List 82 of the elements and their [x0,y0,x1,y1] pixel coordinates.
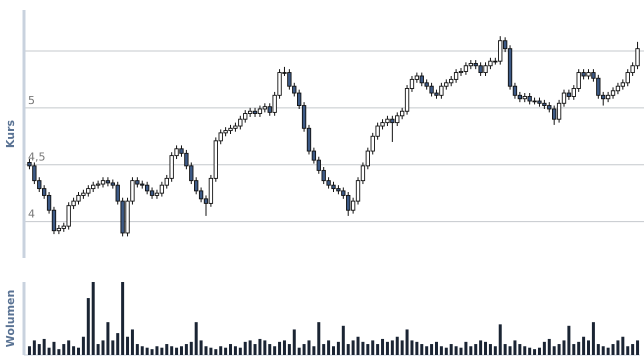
y-tick-label: 4,5 [28,150,46,164]
bar [636,340,640,355]
bar [504,344,507,355]
bar [273,346,276,355]
bar [558,344,561,355]
bar [32,340,36,355]
bar [307,340,310,355]
bar [52,342,56,355]
bar [336,342,340,355]
bar [254,344,257,355]
bar [406,329,409,355]
bar [72,346,76,355]
bar [361,342,364,355]
bar [484,342,488,355]
bar [533,349,536,355]
bar [28,346,31,355]
bar [454,346,458,355]
bar [96,344,100,355]
bar [200,340,203,355]
y-tick-label: 4 [28,208,35,221]
bar [440,346,443,355]
bar [508,346,512,355]
bar [302,344,306,355]
bar [155,346,158,355]
bar [160,348,164,355]
bar [288,344,291,355]
bar [278,342,282,355]
bar [542,342,546,355]
bar [606,348,610,355]
bar [616,340,620,355]
bar [234,346,237,355]
bar [258,338,262,355]
bar [48,348,51,355]
bar [150,349,154,355]
bar [582,336,586,355]
bar [390,340,394,355]
bar [312,346,316,355]
bar [479,340,482,355]
bar [562,340,566,355]
y-axis-title: Kurs [4,119,17,148]
bar [332,346,335,355]
bar [518,344,522,355]
bar [106,322,110,355]
bar [464,342,468,355]
bar [146,348,149,355]
bar [488,344,492,355]
bar [460,348,463,355]
bar [82,336,85,355]
bar [631,344,634,355]
bar [352,340,355,355]
bar [180,346,183,355]
bar [381,338,384,355]
y-axis-title: Wolumen [4,290,17,348]
bar [567,326,570,355]
bar [410,340,414,355]
bar [229,344,232,355]
bar [376,344,380,355]
bar [592,322,595,355]
bar [434,342,438,355]
bar [130,329,134,355]
bar [175,348,178,355]
bar [121,282,124,355]
bar [57,349,60,355]
bar [587,340,590,355]
bar [209,348,212,355]
y-tick-label: 5 [28,94,35,107]
bar [415,342,418,355]
bar [282,340,286,355]
bar [204,346,208,355]
bar [612,344,615,355]
bar [538,348,541,355]
bar [327,340,330,355]
bar [184,344,188,355]
bar [356,336,360,355]
bar [126,336,130,355]
bar [386,342,389,355]
bar [224,348,228,355]
bar [248,340,252,355]
bar [102,340,105,355]
bar [513,340,516,355]
bar [430,344,434,355]
bar [76,348,80,355]
